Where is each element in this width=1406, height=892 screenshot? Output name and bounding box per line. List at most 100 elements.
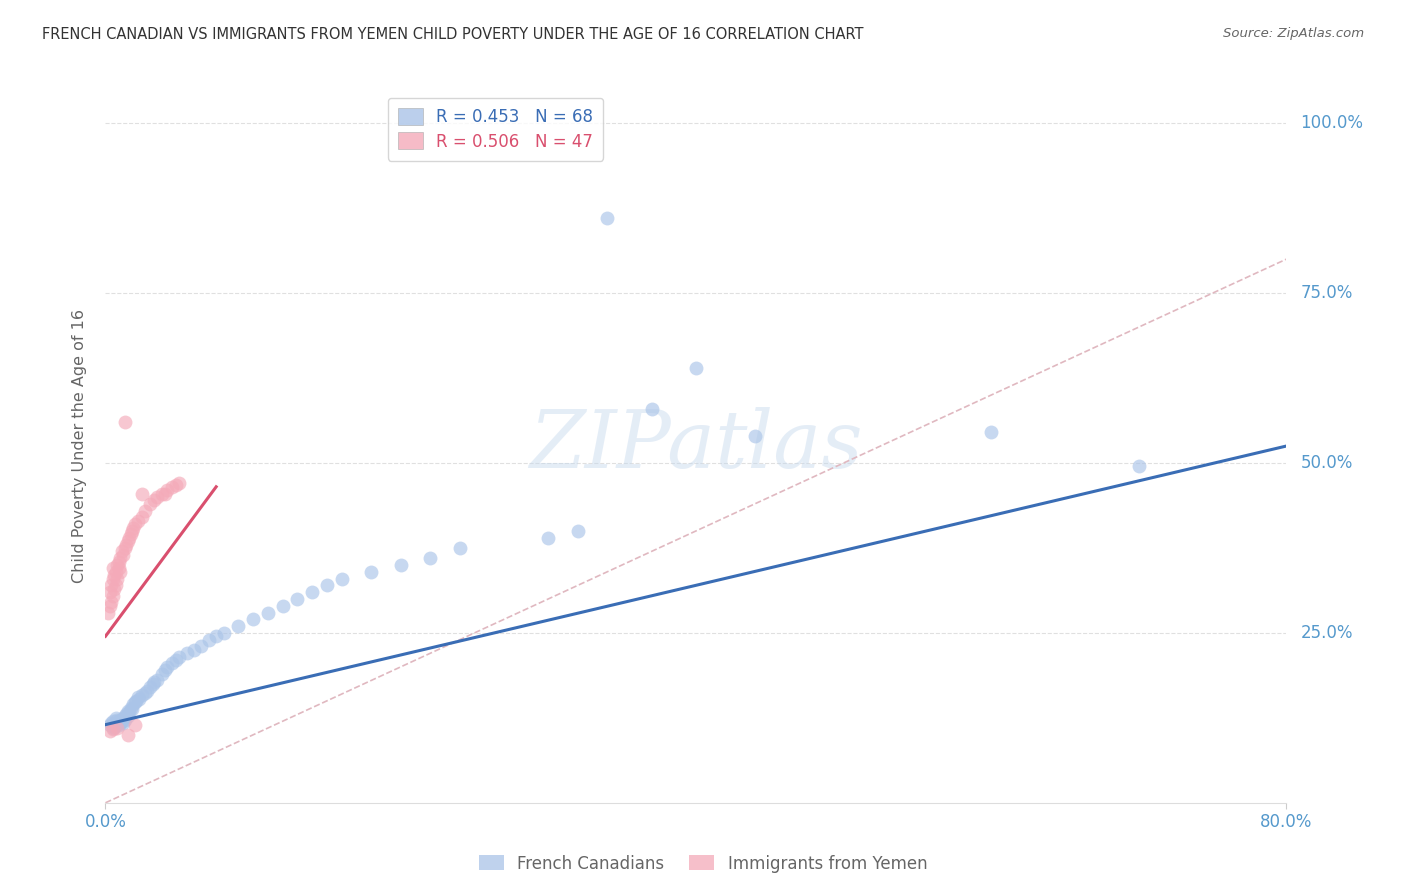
Point: [212, 626, 235, 640]
Point: [389, 558, 412, 572]
Point: [1128, 459, 1150, 474]
Point: [242, 612, 264, 626]
Legend: French Canadians, Immigrants from Yemen: French Canadians, Immigrants from Yemen: [472, 848, 934, 880]
Point: [112, 715, 135, 730]
Point: [98, 585, 121, 599]
Point: [146, 490, 169, 504]
Point: [183, 643, 205, 657]
Point: [156, 660, 179, 674]
Point: [112, 711, 135, 725]
Point: [110, 713, 132, 727]
Point: [100, 578, 122, 592]
Point: [121, 524, 143, 538]
Point: [271, 599, 294, 613]
Point: [169, 476, 191, 491]
Point: [105, 572, 128, 586]
Point: [142, 677, 165, 691]
Point: [105, 558, 128, 572]
Point: [117, 728, 139, 742]
Point: [226, 619, 250, 633]
Point: [143, 493, 166, 508]
Point: [107, 555, 129, 569]
Point: [131, 689, 153, 703]
Legend: R = 0.453   N = 68, R = 0.506   N = 47: R = 0.453 N = 68, R = 0.506 N = 47: [388, 97, 603, 161]
Point: [107, 561, 129, 575]
Point: [104, 711, 127, 725]
Point: [98, 724, 121, 739]
Point: [98, 599, 121, 613]
Point: [117, 704, 139, 718]
Point: [160, 480, 183, 494]
Point: [122, 698, 145, 712]
Point: [100, 715, 122, 730]
Point: [135, 683, 157, 698]
Point: [114, 541, 136, 555]
Point: [101, 721, 124, 735]
Point: [205, 629, 228, 643]
Point: [122, 520, 145, 534]
Point: [190, 640, 212, 654]
Point: [125, 694, 148, 708]
Point: [131, 510, 153, 524]
Text: 100.0%: 100.0%: [1301, 114, 1364, 132]
Point: [120, 700, 142, 714]
Point: [153, 663, 176, 677]
Point: [165, 653, 187, 667]
Point: [128, 692, 150, 706]
Point: [97, 606, 120, 620]
Point: [120, 527, 142, 541]
Point: [640, 401, 664, 416]
Y-axis label: Child Poverty Under the Age of 16: Child Poverty Under the Age of 16: [72, 309, 87, 583]
Point: [165, 477, 187, 491]
Point: [105, 721, 128, 735]
Point: [127, 690, 149, 705]
Point: [110, 551, 132, 566]
Point: [150, 486, 173, 500]
Point: [419, 551, 441, 566]
Point: [160, 657, 183, 671]
Text: Source: ZipAtlas.com: Source: ZipAtlas.com: [1223, 27, 1364, 40]
Point: [103, 568, 125, 582]
Point: [115, 537, 138, 551]
Point: [980, 425, 1002, 440]
Point: [101, 723, 124, 737]
Point: [104, 578, 127, 592]
Text: 50.0%: 50.0%: [1301, 454, 1353, 472]
Point: [107, 717, 129, 731]
Point: [537, 531, 560, 545]
Point: [134, 686, 156, 700]
Point: [110, 715, 132, 730]
Text: FRENCH CANADIAN VS IMMIGRANTS FROM YEMEN CHILD POVERTY UNDER THE AGE OF 16 CORRE: FRENCH CANADIAN VS IMMIGRANTS FROM YEMEN…: [42, 27, 863, 42]
Point: [104, 565, 127, 579]
Text: 25.0%: 25.0%: [1301, 624, 1353, 642]
Point: [287, 591, 309, 606]
Point: [138, 497, 160, 511]
Text: 75.0%: 75.0%: [1301, 284, 1353, 302]
Point: [117, 534, 139, 549]
Point: [112, 548, 135, 562]
Point: [256, 606, 278, 620]
Point: [105, 715, 128, 730]
Point: [103, 582, 125, 596]
Point: [100, 595, 122, 609]
Point: [118, 531, 141, 545]
Point: [114, 713, 136, 727]
Point: [117, 708, 139, 723]
Point: [114, 708, 136, 723]
Point: [134, 503, 156, 517]
Point: [118, 706, 141, 720]
Point: [124, 517, 146, 532]
Point: [105, 713, 128, 727]
Point: [110, 565, 132, 579]
Point: [150, 666, 173, 681]
Point: [153, 486, 176, 500]
Point: [127, 514, 149, 528]
Point: [101, 589, 124, 603]
Point: [104, 717, 127, 731]
Point: [197, 632, 219, 647]
Point: [143, 674, 166, 689]
Point: [124, 717, 146, 731]
Point: [101, 572, 124, 586]
Point: [169, 649, 191, 664]
Point: [138, 680, 160, 694]
